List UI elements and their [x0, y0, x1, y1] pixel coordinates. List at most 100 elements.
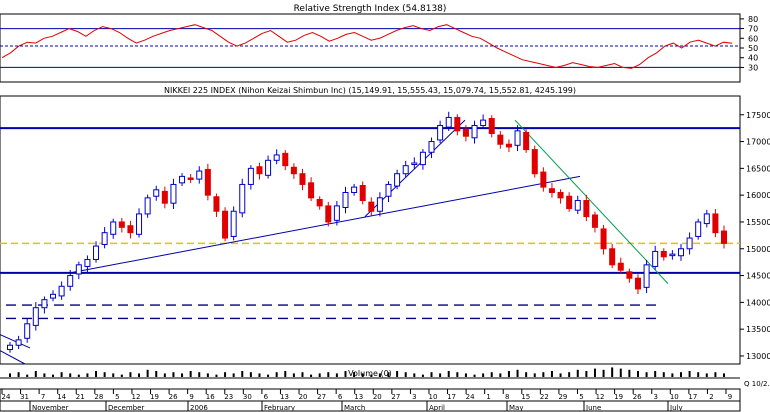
candle-down [591, 214, 598, 228]
volume-bar [370, 374, 373, 377]
candle-up [67, 275, 74, 287]
candle-down [368, 201, 375, 212]
volume-bar [688, 371, 691, 377]
candle-up [7, 344, 13, 351]
volume-bar [550, 371, 553, 377]
x-day-label: 3 [412, 393, 416, 401]
candle-up [471, 124, 478, 139]
candle-up [93, 245, 100, 260]
candle-down [712, 213, 719, 234]
x-month-label: November [32, 404, 69, 412]
candle-down [523, 131, 530, 151]
candle-up [41, 299, 48, 309]
candle-down [462, 128, 469, 137]
candle-down [359, 185, 366, 202]
candle-up [75, 264, 82, 275]
candle-down [299, 173, 306, 185]
candle-up [703, 213, 710, 225]
x-day-label: 20 [299, 393, 308, 401]
x-day-label: 23 [224, 393, 233, 401]
price-tick-label: 13000 [746, 352, 770, 361]
x-day-label: 3 [654, 393, 658, 401]
candle-up [32, 307, 39, 326]
candle-down [634, 277, 641, 290]
volume-bar [559, 373, 562, 377]
candle-up [247, 167, 254, 185]
volume-bar [181, 373, 184, 377]
candle-down [660, 250, 667, 258]
rsi-tick-label: 60 [748, 34, 758, 43]
volume-bar [103, 372, 106, 377]
volume-bar [421, 374, 424, 377]
volume-bar [361, 373, 364, 377]
price-tick-label: 15500 [746, 218, 770, 227]
price-tick-label: 16000 [746, 191, 770, 200]
x-day-label: 24 [2, 393, 11, 401]
candle-up [230, 210, 237, 237]
candle-down [256, 166, 263, 175]
volume-bar [335, 373, 338, 377]
x-month-label: July [669, 404, 683, 412]
volume-bar [275, 372, 278, 377]
candle-up [574, 200, 581, 211]
candle-up [351, 186, 358, 193]
x-day-label: 7 [41, 393, 45, 401]
x-month-label: April [429, 404, 445, 412]
volume-bar [611, 367, 614, 377]
candle-down [617, 262, 624, 271]
volume-bar [576, 369, 579, 377]
candle-up [445, 116, 452, 128]
candle-down [282, 152, 289, 167]
volume-bar [542, 372, 545, 377]
volume-bar [378, 373, 381, 377]
x-day-label: 12 [596, 393, 605, 401]
candle-down [127, 225, 134, 234]
volume-bar [456, 372, 459, 377]
volume-bar [714, 372, 717, 377]
candle-down [600, 228, 607, 250]
candle-up [376, 197, 383, 212]
volume-bar [396, 371, 399, 377]
volume-bar [267, 374, 270, 377]
volume-title: Volume (0) [348, 369, 392, 378]
candle-up [428, 141, 435, 153]
volume-bar [662, 372, 665, 377]
candle-down [316, 198, 323, 207]
x-day-label: 14 [57, 393, 66, 401]
x-day-label: 9 [728, 393, 732, 401]
price-tick-label: 17000 [746, 138, 770, 147]
candle-up [695, 221, 702, 237]
candle-up [58, 285, 65, 297]
x-month-label: June [585, 404, 601, 412]
volume-bar [310, 374, 313, 377]
candle-down [118, 221, 125, 228]
volume-bar [723, 373, 725, 377]
x-day-label: 28 [94, 393, 103, 401]
candle-down [531, 149, 538, 175]
x-month-label: 2006 [190, 404, 208, 412]
volume-bar [198, 372, 201, 377]
candle-up [144, 197, 151, 215]
candle-up [239, 183, 246, 214]
x-axis-month-labels: November December 2006 February March April Ma… [29, 401, 683, 412]
x-day-label: 29 [558, 393, 567, 401]
volume-bar [482, 373, 485, 377]
x-day-label: 12 [131, 393, 140, 401]
x-day-label: 9 [189, 393, 193, 401]
volume-bar [525, 372, 528, 377]
x-day-label: 31 [20, 393, 29, 401]
volume-bar [318, 373, 321, 377]
downtrend-line [514, 119, 669, 284]
candle-down [454, 116, 461, 132]
volume-bar [34, 371, 37, 377]
volume-bar [138, 373, 141, 377]
candle-up [196, 170, 203, 180]
volume-bar [705, 373, 708, 377]
rsi-tick-label: 50 [748, 44, 758, 53]
price-tick-label: 14000 [746, 298, 770, 307]
volume-bar [404, 372, 407, 377]
candles [7, 111, 727, 353]
x-day-label: 17 [688, 393, 697, 401]
rsi-panel: Relative Strength Index (54.8138) 807060… [0, 4, 758, 83]
